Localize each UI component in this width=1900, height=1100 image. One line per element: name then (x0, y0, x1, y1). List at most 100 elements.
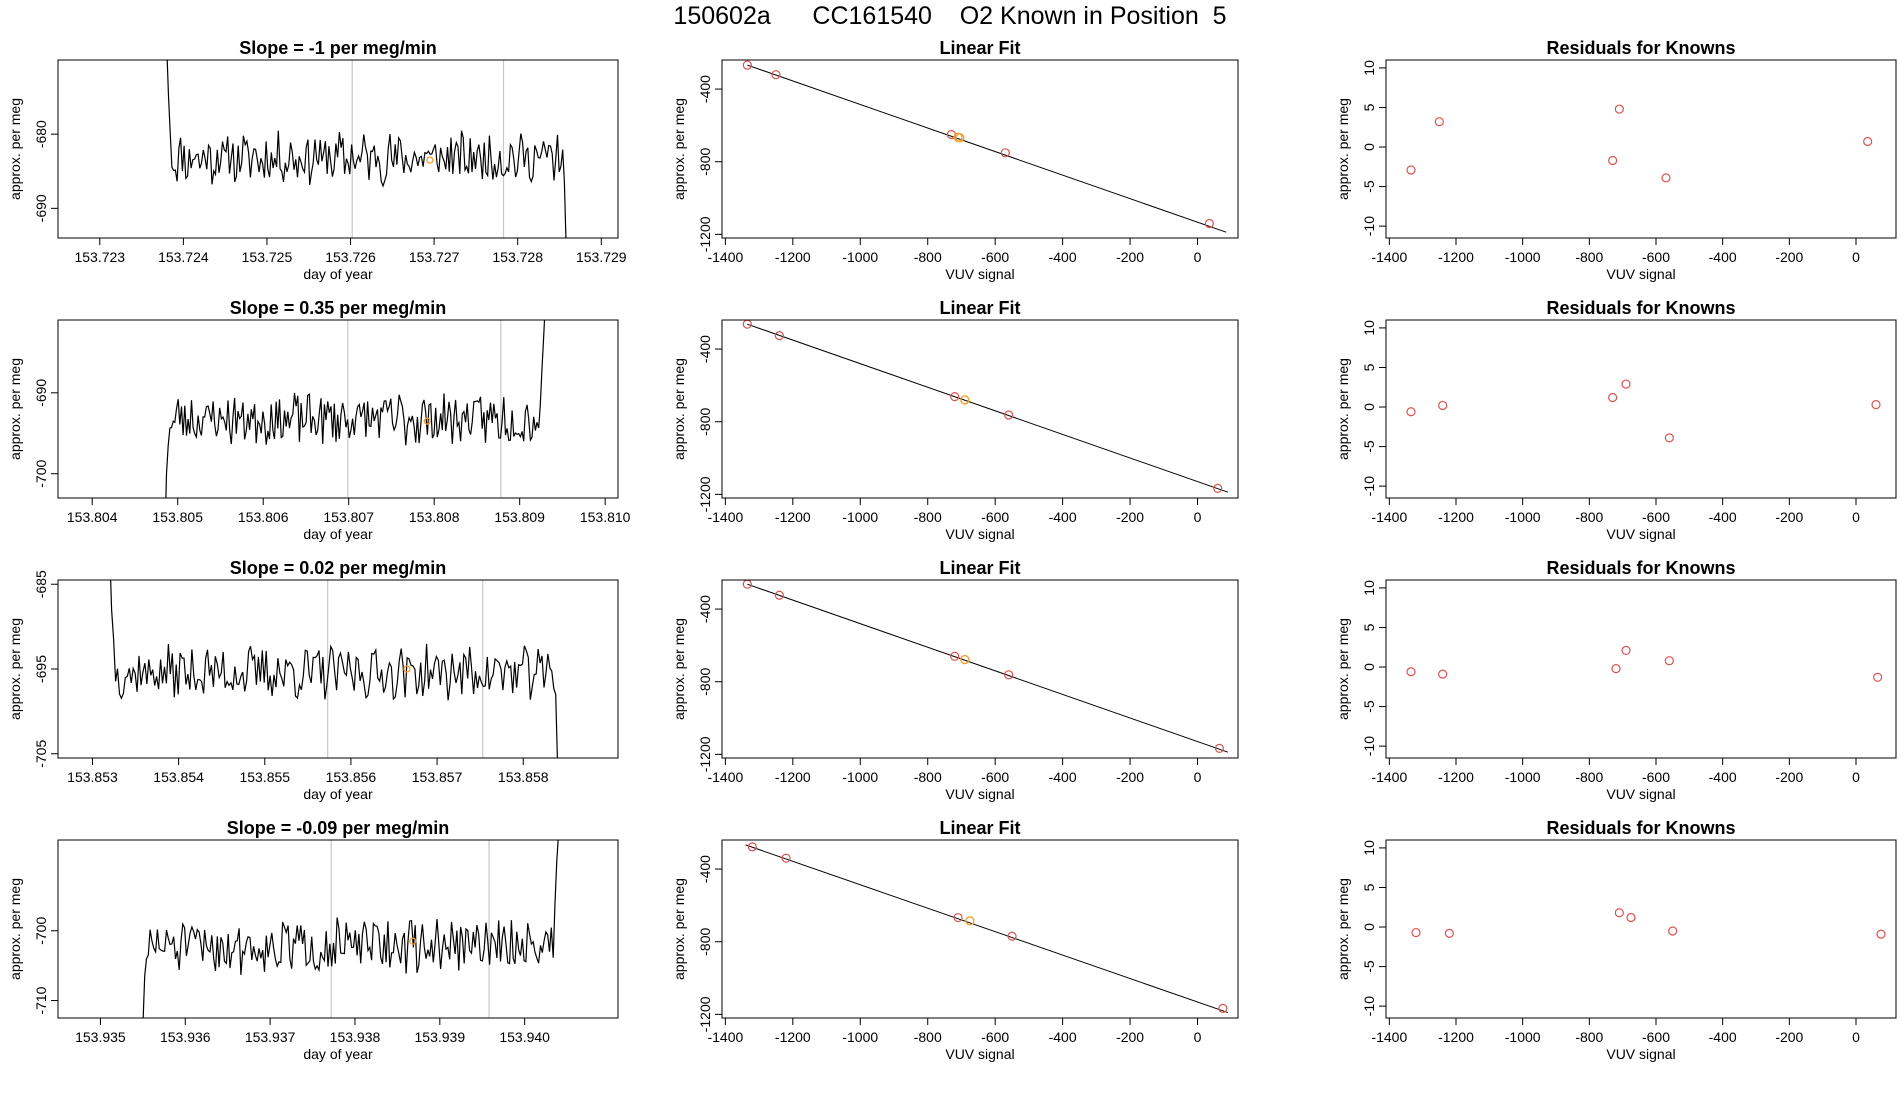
x-tick-label: 153.940 (499, 1029, 550, 1045)
x-tick-label: -1200 (775, 1029, 811, 1045)
plot-frame (721, 839, 1239, 1019)
x-tick-label: -1000 (842, 249, 878, 265)
x-tick-label: 153.727 (409, 249, 460, 265)
y-tick-label: -400 (697, 595, 713, 623)
x-tick-label: -800 (914, 509, 942, 525)
x-tick-label: -1400 (707, 769, 743, 785)
highlight-point (960, 654, 970, 665)
y-axis-label: approx. per meg (1335, 618, 1351, 720)
x-tick-label: 153.726 (325, 249, 376, 265)
data-point (1876, 929, 1886, 939)
x-tick-label: 153.809 (494, 509, 545, 525)
data-point (1213, 483, 1223, 493)
x-tick-label: -1400 (1371, 509, 1407, 525)
x-tick-label: -200 (1775, 769, 1803, 785)
x-tick-label: 153.857 (412, 769, 463, 785)
plot-data (165, 320, 546, 498)
x-tick-label: -400 (1049, 769, 1077, 785)
y-axis-label: approx. per meg (7, 618, 23, 720)
y-tick-label: -690 (33, 194, 49, 222)
y-tick-label: 5 (1361, 623, 1377, 631)
x-tick-label: 153.725 (242, 249, 293, 265)
x-tick-label: -1000 (1505, 769, 1541, 785)
panel-title: Slope = 0.35 per meg/min (230, 298, 447, 318)
panel-title: Linear Fit (939, 38, 1020, 58)
panel-title: Residuals for Knowns (1546, 38, 1735, 58)
x-tick-label: -800 (1575, 249, 1603, 265)
y-tick-label: -5 (1361, 180, 1377, 193)
y-tick-label: -1200 (697, 476, 713, 512)
fit-line (747, 323, 1229, 493)
y-tick-label: 10 (1361, 840, 1377, 856)
data-point (1611, 664, 1621, 674)
data-trace (110, 580, 558, 758)
data-point (1204, 218, 1214, 229)
panel-r1-timeseries: Slope = -1 per meg/min 153.723 153.724 153.… (7, 38, 627, 282)
x-tick-label: -600 (1642, 509, 1670, 525)
panel-title: Residuals for Knowns (1546, 818, 1735, 838)
plot-data (166, 60, 567, 238)
x-tick-label: -600 (981, 769, 1009, 785)
data-point (1626, 912, 1636, 923)
plot-data (1406, 104, 1873, 183)
panel-r4-fit: Linear Fit-1400 -1200 -1000 -800 -600 -400 -20… (671, 818, 1239, 1062)
x-tick-label: 153.937 (245, 1029, 296, 1045)
highlight-point (965, 916, 975, 926)
data-point (1004, 670, 1014, 680)
y-axis-label: approx. per meg (1335, 358, 1351, 460)
x-axis-label: VUV signal (1606, 786, 1675, 802)
panel-title: Slope = -1 per meg/min (239, 38, 437, 58)
x-tick-label: -1200 (775, 249, 811, 265)
x-tick-label: -1400 (1371, 769, 1407, 785)
panel-r2-resid: Residuals for Knowns-1400 -1200 -1000 -800-… (1335, 298, 1897, 542)
y-tick-label: -695 (33, 655, 49, 683)
y-tick-label: -5 (1361, 960, 1377, 973)
y-axis-label: approx. per meg (7, 358, 23, 460)
data-point (1004, 410, 1014, 420)
panel-title: Linear Fit (939, 298, 1020, 318)
x-tick-label: -600 (981, 509, 1009, 525)
x-tick-label: 153.810 (580, 509, 631, 525)
panel-r1-fit: Linear Fit-1400 -1200 -1000 -800 -600 -400 -20… (671, 38, 1239, 282)
highlight-point (423, 417, 431, 425)
x-tick-label: -1000 (1505, 509, 1541, 525)
panel-r4-timeseries: Slope = -0.09 per meg/min 153.935 153.936 1… (7, 818, 619, 1062)
x-axis-label: VUV signal (1606, 1046, 1675, 1062)
x-tick-label: -1400 (1371, 1029, 1407, 1045)
x-tick-label: -400 (1049, 249, 1077, 265)
data-point (1406, 407, 1416, 417)
data-point (1621, 645, 1631, 656)
panel-r3-timeseries: Slope = 0.02 per meg/min 153.853 153.854 15… (7, 558, 619, 802)
data-point (1218, 1003, 1228, 1013)
data-point (1434, 117, 1444, 127)
y-tick-label: -1200 (697, 216, 713, 252)
data-point (1438, 669, 1448, 679)
y-tick-label: -700 (33, 917, 49, 945)
panel-title: Linear Fit (939, 558, 1020, 578)
x-tick-label: -600 (1642, 1029, 1670, 1045)
x-tick-label: -200 (1775, 1029, 1803, 1045)
data-point (742, 60, 752, 70)
x-tick-label: -1400 (707, 1029, 743, 1045)
x-tick-label: -600 (1642, 769, 1670, 785)
data-point (950, 392, 960, 402)
data-point (1664, 656, 1674, 666)
plot-frame (57, 319, 619, 499)
x-tick-label: -600 (1642, 249, 1670, 265)
x-tick-label: -200 (1116, 249, 1144, 265)
x-tick-label: -1000 (842, 509, 878, 525)
data-point (1614, 104, 1624, 114)
y-tick-label: -10 (1361, 736, 1377, 756)
x-tick-label: 153.805 (152, 509, 203, 525)
x-tick-label: 153.938 (330, 1029, 381, 1045)
x-tick-label: -800 (1575, 509, 1603, 525)
x-tick-label: 0 (1194, 1029, 1202, 1045)
x-tick-label: 153.935 (75, 1029, 126, 1045)
panel-title: Residuals for Knowns (1546, 558, 1735, 578)
panel-r2-timeseries: Slope = 0.35 per meg/min 153.804 153.805 15… (7, 298, 631, 542)
data-point (1411, 927, 1421, 938)
x-tick-label: -200 (1116, 509, 1144, 525)
plot-frame (1385, 839, 1897, 1019)
y-tick-label: -680 (33, 120, 49, 148)
data-point (1873, 672, 1883, 682)
